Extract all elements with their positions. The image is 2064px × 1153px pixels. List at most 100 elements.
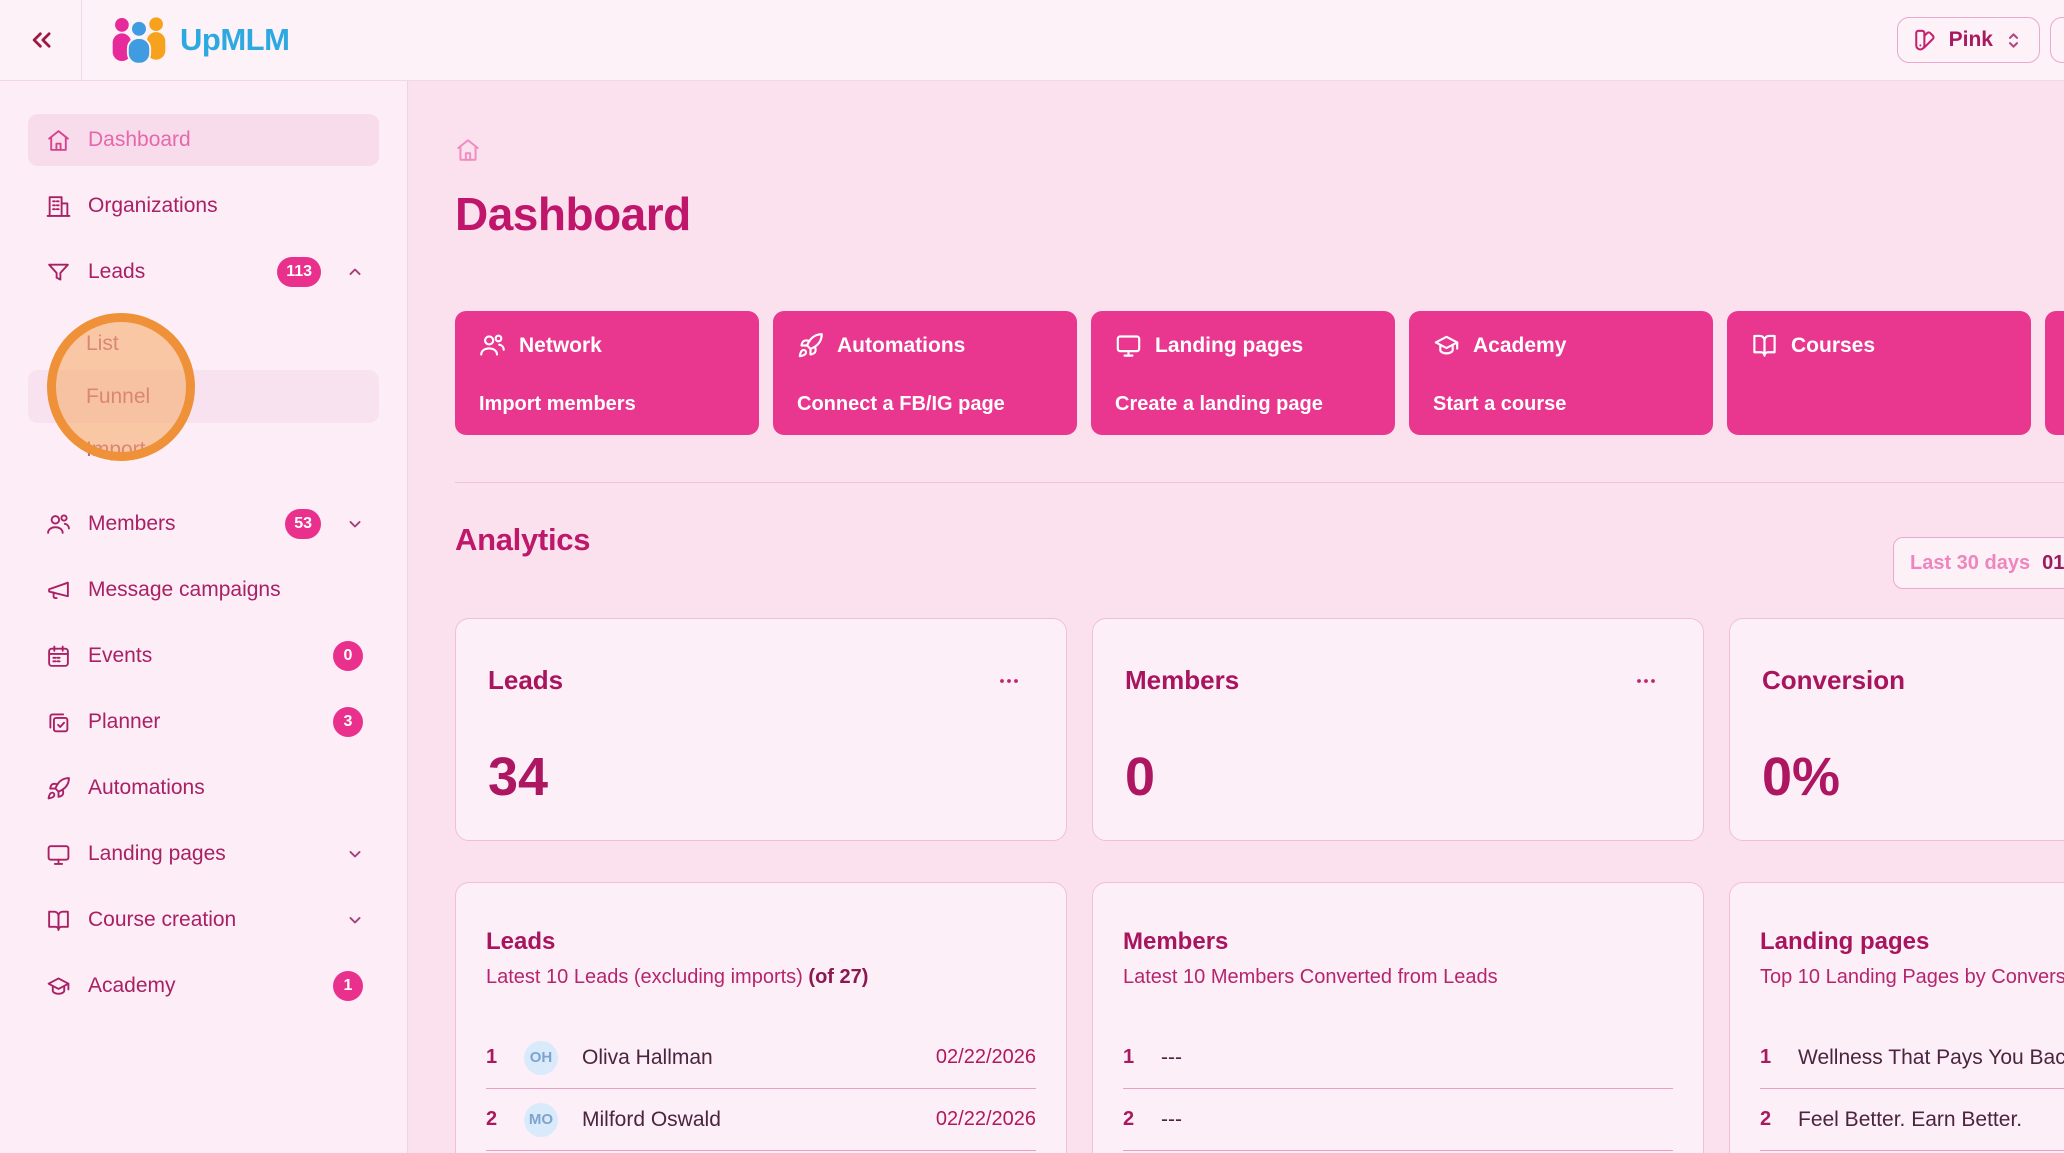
topbar: UpMLM Pink (0, 0, 2064, 81)
member-row[interactable]: 1 --- (1123, 1027, 1673, 1089)
sidebar-item-landing-pages[interactable]: Landing pages (28, 828, 379, 880)
sidebar-item-organizations[interactable]: Organizations (28, 180, 379, 232)
date-range-selector[interactable]: Last 30 days 01/2 (1893, 537, 2064, 589)
member-name: --- (1161, 1107, 1182, 1131)
quick-action-title: Courses (1791, 333, 1876, 357)
lead-row[interactable]: 2 MO Milford Oswald 02/22/2026 (486, 1089, 1036, 1151)
swatch-book-icon (1913, 27, 1939, 53)
funnel-icon (46, 260, 71, 285)
sidebar-subitem-label: List (86, 331, 119, 355)
date-range-value: 01/2 (2042, 551, 2064, 574)
lead-name: Milford Oswald (582, 1107, 721, 1131)
sidebar-item-planner[interactable]: Planner 3 (28, 696, 379, 748)
avatar: MO (524, 1102, 558, 1137)
sidebar-item-events[interactable]: Events 0 (28, 630, 379, 682)
sidebar-item-dashboard[interactable]: Dashboard (28, 114, 379, 166)
sidebar-item-automations[interactable]: Automations (28, 762, 379, 814)
members-count-badge: 53 (285, 509, 321, 539)
quick-action-subtitle: Connect a FB/IG page (797, 393, 1005, 415)
breadcrumb-home-icon[interactable] (455, 137, 481, 163)
avatar: OH (524, 1040, 558, 1075)
sidebar-item-label: Dashboard (88, 128, 191, 151)
stat-card-value: 34 (488, 747, 549, 807)
sidebar-item-message-campaigns[interactable]: Message campaigns (28, 564, 379, 616)
quick-action-title: Landing pages (1155, 333, 1304, 357)
quick-action-landing-pages[interactable]: Landing pages Create a landing page (1091, 311, 1395, 435)
quick-action-title: Network (519, 333, 602, 357)
upmlm-logo-icon (110, 15, 168, 65)
landing-page-name: Wellness That Pays You Back (1798, 1045, 2064, 1069)
stat-card-title: Members (1125, 665, 1240, 695)
users-icon (479, 332, 506, 359)
chevron-down-icon[interactable] (345, 910, 365, 930)
stat-card-value: 0% (1762, 747, 1841, 807)
sidebar-item-members[interactable]: Members 53 (28, 498, 379, 550)
events-count-badge: 0 (333, 641, 363, 671)
row-index: 1 (486, 1046, 498, 1068)
stat-card-title: Conversion (1762, 665, 1906, 695)
leads-submenu: List Funnel Import (28, 317, 379, 476)
row-index: 1 (1760, 1046, 1772, 1068)
sidebar-item-label: Automations (88, 776, 205, 799)
row-index: 2 (1123, 1108, 1135, 1130)
card-menu-icon[interactable] (1634, 669, 1658, 693)
sidebar-item-leads[interactable]: Leads 113 (28, 246, 379, 298)
book-open-icon (46, 908, 71, 933)
member-name: --- (1161, 1045, 1182, 1069)
planner-count-badge: 3 (333, 707, 363, 737)
sidebar-item-academy[interactable]: Academy 1 (28, 960, 379, 1012)
sidebar-subitem-label: Funnel (86, 384, 151, 408)
graduation-cap-icon (1433, 332, 1460, 359)
brand-name: UpMLM (180, 22, 290, 57)
theme-selector[interactable]: Pink (1896, 17, 2040, 63)
megaphone-icon (46, 578, 71, 603)
quick-action-courses[interactable]: Courses (1727, 311, 2031, 435)
sidebar-item-label: Message campaigns (88, 578, 281, 601)
quick-action-network[interactable]: Network Import members (455, 311, 759, 435)
sidebar-item-label: Planner (88, 710, 161, 733)
page-title: Dashboard (455, 188, 691, 240)
quick-action-title: Automations (837, 333, 966, 357)
sidebar-subitem-import[interactable]: Import (28, 423, 379, 476)
chevron-up-icon[interactable] (345, 262, 365, 282)
planner-check-icon (46, 710, 71, 735)
shell: Dashboard Organizations Leads 113 (0, 81, 2064, 1153)
chevron-down-icon[interactable] (345, 514, 365, 534)
sidebar-subitem-funnel[interactable]: Funnel (28, 370, 379, 423)
list-card-title: Leads (486, 928, 556, 955)
section-divider (455, 482, 2064, 483)
quick-action-title: Academy (1473, 333, 1567, 357)
member-row[interactable]: 2 --- (1123, 1089, 1673, 1151)
chevrons-left-icon (26, 25, 56, 55)
chevron-down-icon[interactable] (345, 844, 365, 864)
quick-action-subtitle: Create a landing page (1115, 393, 1323, 415)
topbar-partial-button[interactable] (2050, 17, 2064, 63)
users-icon (46, 512, 71, 537)
lead-row[interactable]: 1 OH Oliva Hallman 02/22/2026 (486, 1027, 1036, 1089)
quick-action-automations[interactable]: Automations Connect a FB/IG page (773, 311, 1077, 435)
sidebar-item-label: Members (88, 512, 176, 535)
quick-action-partial[interactable] (2045, 311, 2064, 435)
sidebar-item-course-creation[interactable]: Course creation (28, 894, 379, 946)
sidebar-collapse-cell (0, 0, 82, 80)
landing-page-row[interactable]: 1 Wellness That Pays You Back (1760, 1027, 2064, 1089)
sidebar-item-label: Leads (88, 260, 146, 283)
row-index: 2 (486, 1108, 498, 1130)
stat-card-leads: Leads 34 (455, 618, 1067, 841)
stat-cards-row: Leads 34 Members 0 (455, 618, 2064, 841)
brand[interactable]: UpMLM (82, 0, 290, 80)
rocket-icon (797, 332, 824, 359)
quick-action-subtitle: Start a course (1433, 393, 1567, 415)
sidebar-subitem-list[interactable]: List (28, 317, 379, 370)
sidebar-collapse-button[interactable] (26, 25, 56, 55)
sidebar-subitem-label: Import (86, 437, 146, 461)
quick-action-academy[interactable]: Academy Start a course (1409, 311, 1713, 435)
home-icon (46, 128, 71, 153)
main-content: Dashboard Network Import members (408, 81, 2064, 1153)
card-menu-icon[interactable] (997, 669, 1021, 693)
stat-card-title: Leads (488, 665, 564, 695)
landing-page-row[interactable]: 2 Feel Better. Earn Better. (1760, 1089, 2064, 1151)
sidebar-item-label: Course creation (88, 908, 237, 931)
lead-date: 02/22/2026 (935, 1046, 1036, 1068)
